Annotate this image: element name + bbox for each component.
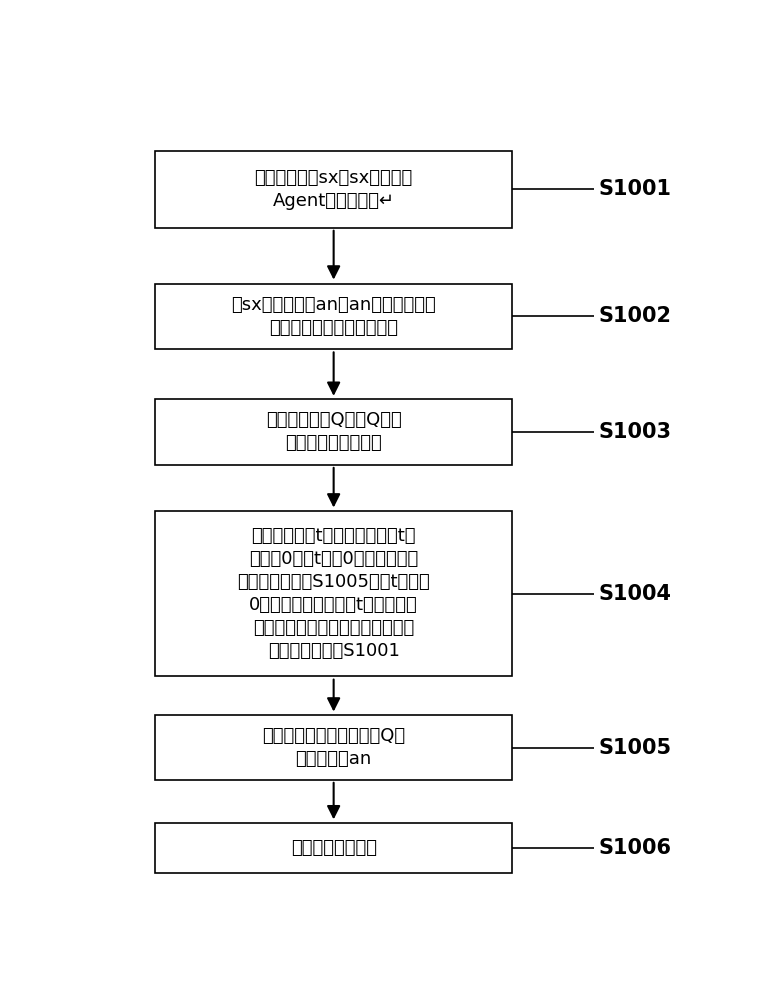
FancyBboxPatch shape (155, 511, 512, 676)
FancyBboxPatch shape (155, 151, 512, 228)
Text: 当前状态即当前的指令参数: 当前状态即当前的指令参数 (269, 319, 398, 337)
Text: 数，将优化后的指令参数传递给模: 数，将优化后的指令参数传递给模 (253, 619, 414, 637)
FancyBboxPatch shape (155, 399, 512, 465)
FancyBboxPatch shape (155, 823, 512, 873)
Text: S1003: S1003 (598, 422, 671, 442)
Text: 计算回报函数t，判断回报函数t是: 计算回报函数t，判断回报函数t是 (252, 527, 416, 545)
Text: S1004: S1004 (598, 584, 671, 604)
Text: 习，跳转至步骤S1005；当t不等于: 习，跳转至步骤S1005；当t不等于 (237, 573, 430, 591)
Text: 型，返回至步骤S1001: 型，返回至步骤S1001 (268, 642, 400, 660)
Text: 可迭代计算的强化值: 可迭代计算的强化值 (285, 434, 382, 452)
Text: 0时，则根据回报函数t优化指令参: 0时，则根据回报函数t优化指令参 (249, 596, 418, 614)
Text: 和当前状态an: 和当前状态an (295, 750, 372, 768)
Text: S1002: S1002 (598, 306, 671, 326)
Text: S1005: S1005 (598, 738, 671, 758)
Text: S1006: S1006 (598, 838, 671, 858)
FancyBboxPatch shape (155, 715, 512, 780)
Text: 否等于0，当t等于0时，则停止学: 否等于0，当t等于0时，则停止学 (249, 550, 418, 568)
Text: Agent的执行动作↵: Agent的执行动作↵ (272, 192, 395, 210)
Text: 输出最优指令参数: 输出最优指令参数 (291, 839, 377, 857)
Text: 由sx调整至状态an，an即当前状态，: 由sx调整至状态an，an即当前状态， (232, 296, 436, 314)
Text: 计算调整后的Q值，Q值即: 计算调整后的Q值，Q值即 (266, 411, 401, 429)
Text: 产生随机动作sx，sx即智能体: 产生随机动作sx，sx即智能体 (255, 169, 413, 187)
Text: 更新可迭代计算的强化值Q值: 更新可迭代计算的强化值Q值 (262, 727, 405, 745)
Text: S1001: S1001 (598, 179, 671, 199)
FancyBboxPatch shape (155, 284, 512, 349)
